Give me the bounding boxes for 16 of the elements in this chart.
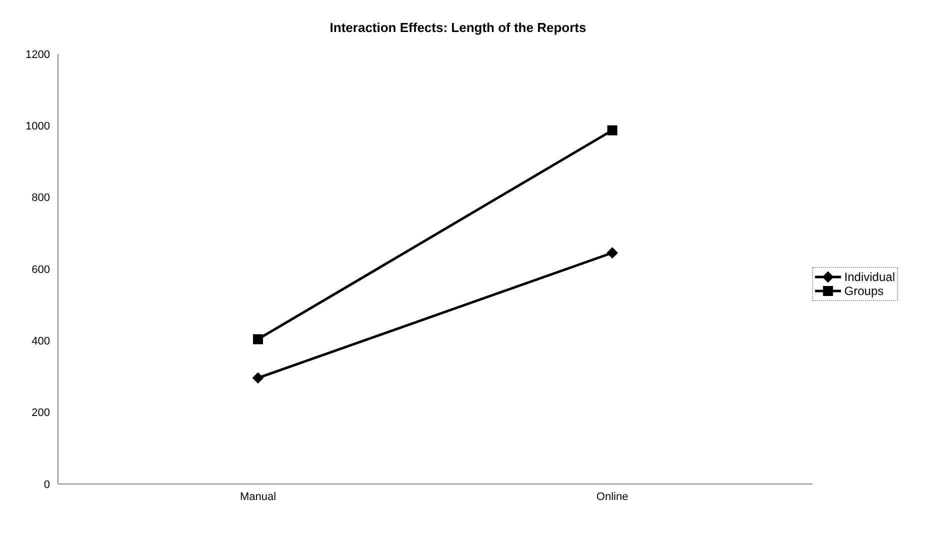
point [252,372,264,384]
y-tick-label: 400 [32,336,50,348]
y-tick-label: 1200 [26,48,50,61]
point [253,334,263,344]
point [606,247,618,258]
y-tick-label: 800 [32,192,50,204]
chart-title: Interaction Effects: Length of the Reports [328,20,588,37]
legend-label: Individual [844,270,895,284]
x-tick-label: Manual [240,490,276,503]
y-tick-label: 600 [32,264,50,276]
point [607,125,618,136]
y-tick-label: 200 [32,407,50,420]
legend-label: Groups [844,284,884,298]
y-tick-label: 1000 [26,120,50,133]
x-tick-label: Online [596,490,628,503]
y-tick-label: 0 [44,478,50,491]
